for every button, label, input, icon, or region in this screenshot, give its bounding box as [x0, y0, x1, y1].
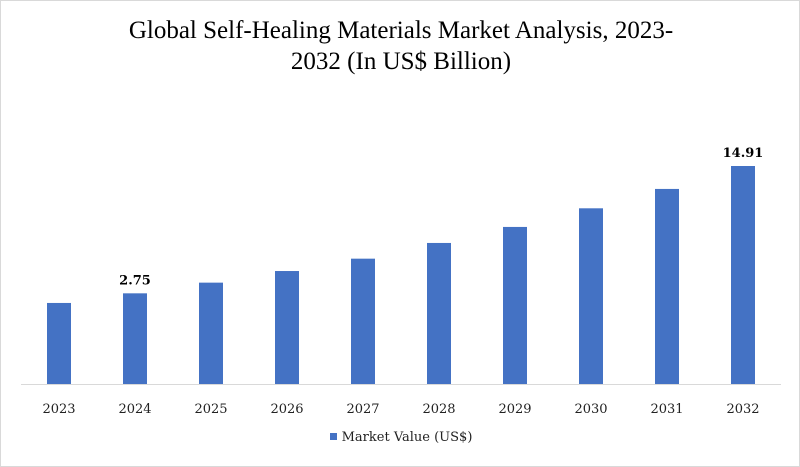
x-tick-label-2027: 2027 — [346, 402, 379, 417]
x-tick-label-2028: 2028 — [422, 402, 455, 417]
x-tick-label-2024: 2024 — [118, 402, 151, 417]
data-label-2032: 14.91 — [723, 146, 764, 161]
bar-2024 — [123, 293, 147, 384]
x-tick-label-2023: 2023 — [42, 402, 75, 417]
bar-2023 — [47, 302, 71, 384]
bar-2028 — [427, 242, 451, 384]
x-tick-label-2029: 2029 — [498, 402, 531, 417]
x-tick-label-2031: 2031 — [650, 402, 683, 417]
bar-2026 — [275, 271, 299, 384]
x-tick-label-2025: 2025 — [194, 402, 227, 417]
bar-2027 — [351, 258, 375, 384]
bar-2030 — [579, 208, 603, 384]
legend-swatch — [329, 433, 337, 440]
x-tick-label-2026: 2026 — [270, 402, 303, 417]
x-tick-label-2032: 2032 — [726, 402, 759, 417]
legend-label: Market Value (US$) — [341, 430, 473, 445]
legend: Market Value (US$) — [1, 430, 799, 445]
chart-title: Global Self-Healing Materials Market Ana… — [1, 15, 799, 77]
chart-title-line-2: 2032 (In US$ Billion) — [290, 48, 512, 75]
bar-2032 — [731, 166, 755, 384]
data-label-2024: 2.75 — [119, 273, 151, 288]
bar-2029 — [503, 226, 527, 384]
x-tick-label-2030: 2030 — [574, 402, 607, 417]
bar-2031 — [655, 188, 679, 384]
chart-title-line-1: Global Self-Healing Materials Market Ana… — [128, 17, 674, 44]
bar-2025 — [199, 282, 223, 384]
